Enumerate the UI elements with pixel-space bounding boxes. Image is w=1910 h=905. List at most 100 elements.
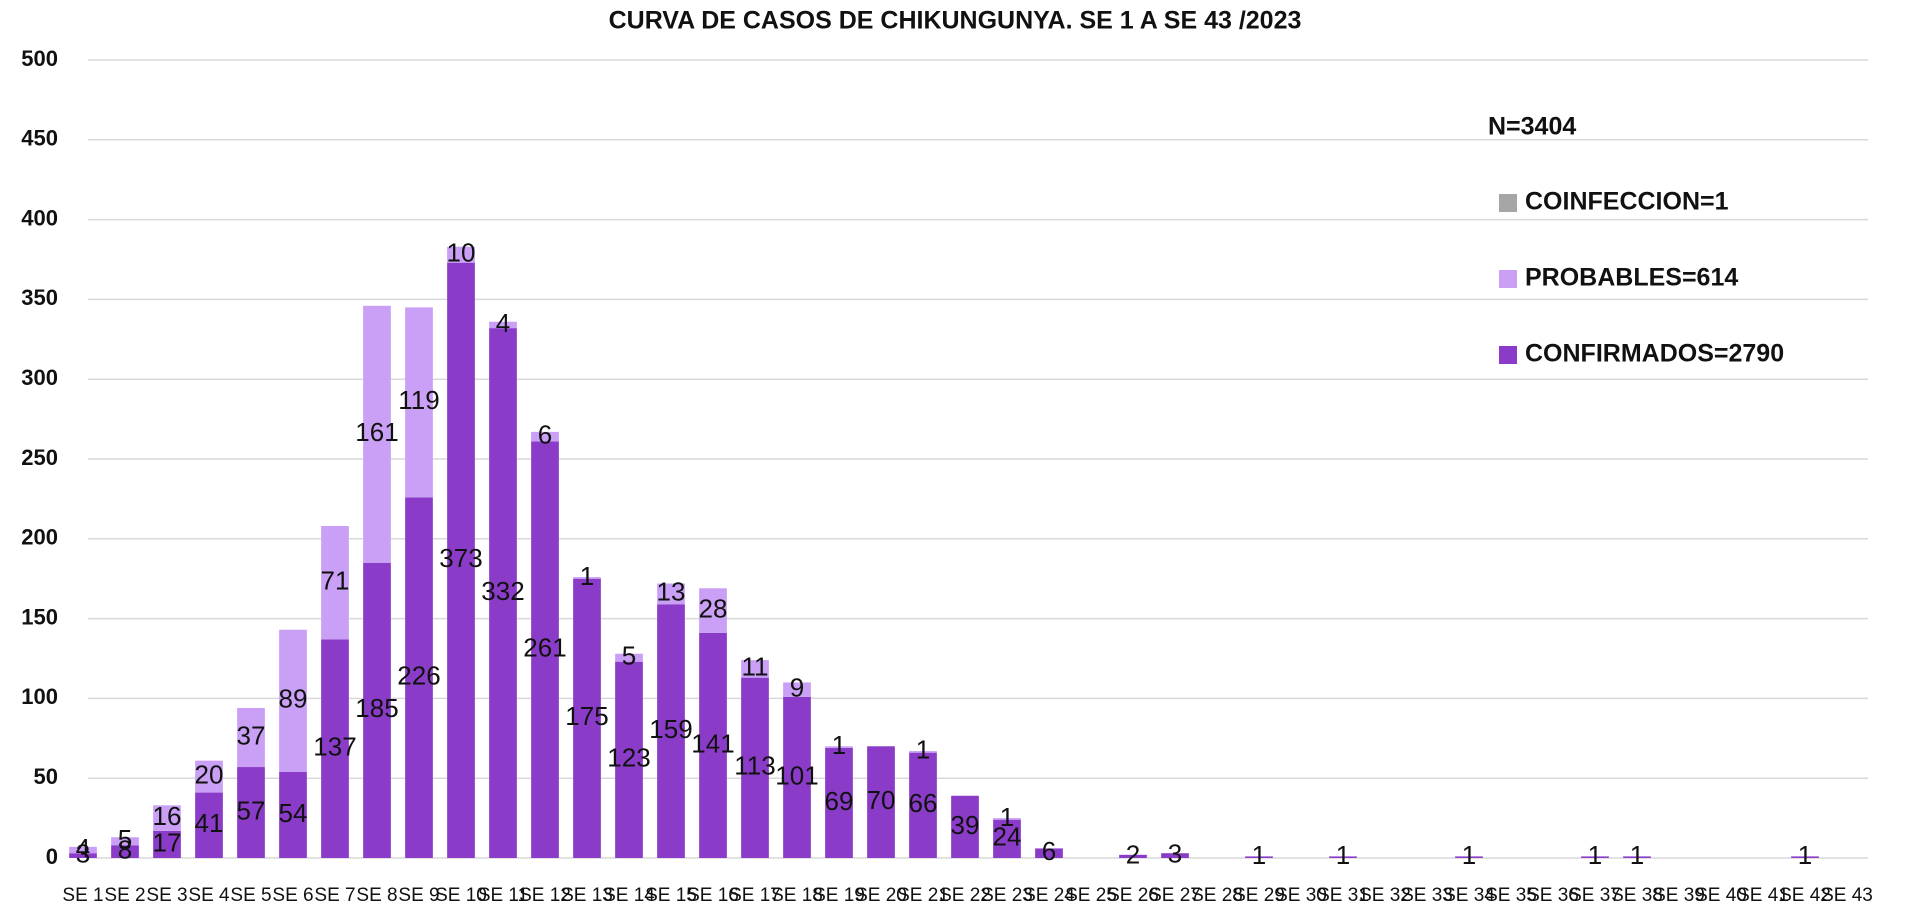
data-label: 1	[580, 561, 594, 591]
data-label: 113	[734, 751, 775, 781]
x-tick-label: SE 11	[478, 885, 528, 905]
bar-segment	[615, 653, 643, 662]
x-tick-label: SE 43	[1821, 885, 1873, 905]
x-tick-label: SE 4	[188, 885, 230, 905]
x-tick-label: SE 40	[1695, 885, 1747, 905]
bar-segment	[951, 795, 979, 858]
legend-swatch	[1499, 270, 1517, 288]
x-tick-label: SE 27	[1149, 885, 1201, 905]
y-tick-label: 400	[21, 205, 58, 230]
x-tick-label: SE 37	[1569, 885, 1621, 905]
x-tick-label: SE 7	[314, 885, 355, 905]
data-label: 185	[355, 693, 398, 723]
bar-segment	[279, 629, 307, 772]
bar-segment	[657, 604, 685, 858]
bar-segment	[237, 707, 265, 768]
x-tick-label: SE 24	[1023, 885, 1075, 905]
data-label: 6	[538, 420, 552, 450]
data-label: 4	[496, 308, 510, 338]
bar-segment	[1245, 856, 1273, 858]
data-label: 226	[397, 661, 440, 691]
bar-segment	[825, 746, 853, 748]
bar-segment	[573, 577, 601, 579]
bar-segment	[531, 431, 559, 442]
x-tick-label: SE 21	[897, 885, 949, 905]
bar-segment	[573, 578, 601, 858]
bar-segment	[111, 837, 139, 846]
bar-segment	[825, 747, 853, 858]
data-label: 332	[481, 576, 524, 606]
bar-segment	[783, 682, 811, 697]
data-label: 54	[279, 798, 308, 828]
x-tick-label: SE 31	[1317, 885, 1369, 905]
x-tick-label: SE 10	[435, 885, 487, 905]
bar-segment	[1035, 848, 1063, 858]
data-label: 2	[1126, 839, 1140, 869]
bar-segment	[993, 818, 1021, 820]
bar-segment	[153, 805, 181, 831]
x-tick-label: SE 35	[1485, 885, 1537, 905]
x-tick-label: SE 18	[771, 885, 823, 905]
x-tick-label: SE 29	[1233, 885, 1285, 905]
bar-segment	[363, 562, 391, 858]
data-label: 20	[195, 759, 224, 789]
data-label: 8	[118, 834, 132, 864]
y-tick-label: 100	[21, 684, 58, 709]
x-tick-label: SE 3	[146, 885, 187, 905]
x-tick-label: SE 16	[687, 885, 739, 905]
bar-segment	[489, 328, 517, 858]
bar-segment	[447, 246, 475, 263]
data-label: 17	[153, 827, 182, 857]
bar-segment	[69, 853, 97, 858]
data-label: 39	[951, 810, 980, 840]
bar-segment	[1119, 854, 1147, 858]
bar-segment	[1455, 856, 1483, 858]
bar-segment	[489, 321, 517, 329]
bar-segment	[1161, 853, 1189, 858]
data-label: 66	[909, 788, 938, 818]
data-label: 41	[195, 808, 224, 838]
bar-segment	[909, 752, 937, 858]
y-tick-label: 50	[34, 764, 58, 789]
data-label: 5	[118, 824, 132, 854]
x-tick-label: SE 19	[813, 885, 865, 905]
data-label: 1	[1588, 840, 1602, 870]
legend-swatch	[1499, 194, 1517, 212]
x-tick-label: SE 17	[729, 885, 781, 905]
chart-title: CURVA DE CASOS DE CHIKUNGUNYA. SE 1 A SE…	[609, 7, 1302, 35]
bar-segment	[111, 845, 139, 858]
x-tick-label: SE 13	[561, 885, 613, 905]
bar-segment	[1623, 856, 1651, 858]
x-tick-label: SE 23	[981, 885, 1033, 905]
x-tick-label: SE 36	[1527, 885, 1579, 905]
data-label: 119	[398, 385, 439, 415]
data-label: 161	[355, 417, 398, 447]
data-label: 261	[523, 633, 566, 663]
legend-swatch	[1499, 346, 1517, 364]
y-tick-label: 500	[21, 46, 58, 71]
annotation: N=3404	[1488, 113, 1576, 141]
data-label: 69	[825, 786, 854, 816]
data-label: 24	[993, 822, 1022, 852]
x-tick-label: SE 1	[62, 885, 103, 905]
y-tick-label: 250	[21, 445, 58, 470]
data-label: 89	[279, 684, 308, 714]
x-tick-label: SE 34	[1443, 885, 1495, 905]
x-tick-label: SE 5	[230, 885, 271, 905]
x-tick-label: SE 15	[645, 885, 697, 905]
bar-segment	[447, 262, 475, 858]
data-label: 4	[76, 833, 90, 863]
data-label: 159	[649, 714, 692, 744]
bar-segment	[657, 583, 685, 605]
bar-segment	[195, 792, 223, 858]
y-tick-label: 300	[21, 365, 58, 390]
bar-segment	[405, 497, 433, 858]
bar-segment	[867, 746, 895, 858]
bar-segment	[279, 771, 307, 858]
y-tick-label: 0	[46, 844, 58, 869]
data-label: 37	[237, 720, 266, 750]
data-label: 1	[832, 730, 846, 760]
legend-label: COINFECCION=1	[1525, 188, 1729, 216]
data-label: 1	[1462, 840, 1476, 870]
data-label: 9	[790, 672, 804, 702]
